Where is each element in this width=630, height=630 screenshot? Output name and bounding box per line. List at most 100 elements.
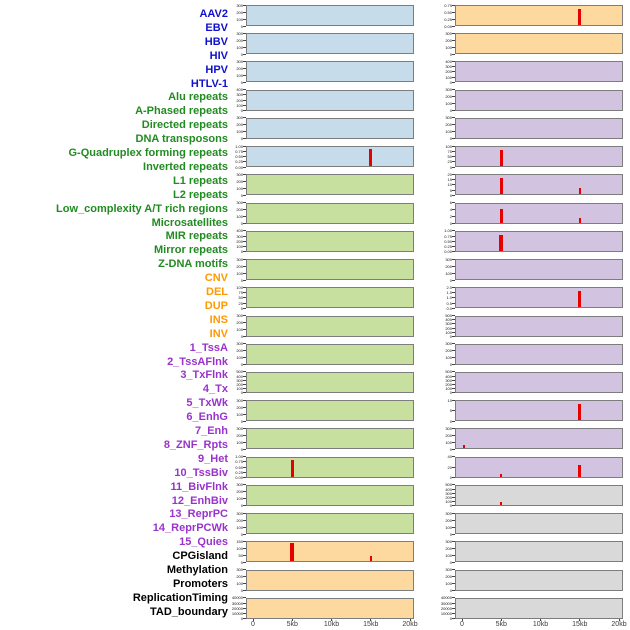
y-axis-tick-mark xyxy=(452,32,455,34)
row-label: Microsatellites xyxy=(151,216,228,229)
y-axis-tick-mark xyxy=(452,223,455,225)
row-label: 1_TssA xyxy=(189,341,228,354)
y-axis-tick-mark xyxy=(452,427,455,429)
y-axis-tick-label: 100 xyxy=(445,74,452,80)
track-panel xyxy=(455,456,623,478)
y-axis-tick-label: 0 xyxy=(240,51,243,57)
x-axis-tick-mark xyxy=(540,619,541,621)
y-axis-tick-label: 200 xyxy=(236,263,243,269)
y-axis-tick-label: 10000 xyxy=(440,611,452,617)
track-panel xyxy=(455,287,623,309)
y-axis-tick-label: 0 xyxy=(449,588,452,594)
y-axis-tick-label: 300 xyxy=(236,200,243,206)
y-axis-tick-mark xyxy=(243,272,246,274)
y-axis-tick-label: 0 xyxy=(449,277,452,283)
y-axis-tick-mark xyxy=(243,466,246,468)
y-axis-tick-mark xyxy=(243,4,246,6)
y-axis-tick-mark xyxy=(452,235,455,237)
y-axis-tick-mark xyxy=(452,540,455,542)
track-panel xyxy=(455,343,623,365)
y-axis-tick-mark xyxy=(452,18,455,20)
y-axis-tick-label: 400 xyxy=(236,373,243,379)
y-axis-tick-mark xyxy=(243,343,246,345)
row-label: Alu repeats xyxy=(168,91,228,104)
track-panel xyxy=(455,89,623,111)
y-axis-tick-mark xyxy=(452,350,455,352)
x-axis-tick-mark xyxy=(291,619,293,621)
y-axis-tick-label: 25 xyxy=(447,159,452,165)
y-axis-tick-label: 500 xyxy=(236,369,243,375)
y-axis-tick-mark xyxy=(452,484,455,486)
y-axis-tick-mark xyxy=(243,235,246,237)
track-panel xyxy=(455,315,623,337)
row-label: 6_EnhG xyxy=(186,411,228,424)
x-axis-tick-mark xyxy=(500,619,502,621)
y-axis-tick-mark xyxy=(243,124,246,126)
y-axis-tick-label: 0 xyxy=(449,79,452,85)
y-axis-tick-mark xyxy=(243,434,246,436)
y-axis-tick-label: 400 xyxy=(236,87,243,93)
track-panel xyxy=(246,174,414,196)
y-axis-tick-mark xyxy=(452,184,455,186)
y-axis-tick-label: 200 xyxy=(236,178,243,184)
y-axis-tick-label: 200 xyxy=(236,432,243,438)
y-axis-tick-mark xyxy=(452,526,455,528)
y-axis-tick-mark xyxy=(452,477,455,479)
y-axis-tick-mark xyxy=(452,569,455,571)
y-axis-tick-mark xyxy=(243,590,246,592)
row-label: AAV2 xyxy=(199,8,228,20)
y-axis-tick-mark xyxy=(243,166,246,168)
y-axis-tick-label: 0 xyxy=(449,475,452,481)
row-label: DNA transposons xyxy=(135,133,229,146)
y-axis-tick-label: 0 xyxy=(240,249,243,255)
y-axis-tick-mark xyxy=(452,81,455,83)
x-axis-tick-label: 10kb xyxy=(323,621,340,628)
y-axis-tick-mark xyxy=(452,230,455,232)
y-axis-tick-mark xyxy=(243,138,246,140)
y-axis-tick-label: 10000 xyxy=(231,611,243,617)
y-axis-tick-label: 0 xyxy=(449,192,452,198)
y-axis-tick-mark xyxy=(243,554,246,556)
y-axis-tick-mark xyxy=(243,607,246,609)
y-axis-tick-label: 0 xyxy=(449,108,452,114)
y-axis-tick-mark xyxy=(452,246,455,248)
y-axis-tick-label: 0 xyxy=(240,23,243,29)
y-axis-tick-mark xyxy=(452,315,455,317)
y-axis-tick-label: 200 xyxy=(445,517,452,523)
y-axis-tick-label: 300 xyxy=(445,538,452,544)
y-axis-tick-label: 100 xyxy=(445,524,452,530)
y-axis-tick-mark xyxy=(452,96,455,98)
y-axis-tick-label: 0 xyxy=(240,559,243,565)
y-axis-tick-mark xyxy=(452,124,455,126)
y-axis-tick-label: 100 xyxy=(236,270,243,276)
row-label: 9_Het xyxy=(198,452,228,465)
y-axis-tick-mark xyxy=(452,4,455,6)
signal-spike xyxy=(578,404,582,421)
y-axis-tick-label: 0 xyxy=(240,192,243,198)
y-axis-tick-label: 0 xyxy=(449,51,452,57)
y-axis-tick-mark xyxy=(452,364,455,366)
track-panel xyxy=(246,287,414,309)
y-axis-tick-label: 5 xyxy=(449,408,452,414)
y-axis-tick-label: 75 xyxy=(238,290,243,296)
y-axis-tick-mark xyxy=(452,138,455,140)
track-panel xyxy=(246,541,414,563)
y-axis-tick-mark xyxy=(243,156,246,158)
y-axis-tick-label: 500 xyxy=(445,313,452,319)
y-axis-tick-mark xyxy=(243,526,246,528)
x-axis-tick-mark xyxy=(579,619,581,621)
y-axis-tick-label: 40 xyxy=(447,454,452,460)
y-axis-tick-label: 300 xyxy=(445,64,452,70)
y-axis-tick-label: 1.5 xyxy=(446,290,452,296)
y-axis-tick-label: 200 xyxy=(445,94,452,100)
y-axis-tick-mark xyxy=(243,388,246,390)
y-axis-tick-label: 0 xyxy=(240,418,243,424)
y-axis-tick-mark xyxy=(452,202,455,204)
y-axis-tick-mark xyxy=(243,131,246,133)
y-axis-tick-mark xyxy=(452,258,455,260)
y-axis-tick-label: 0 xyxy=(240,221,243,227)
y-axis-tick-label: 0.00 xyxy=(235,475,243,481)
x-axis-tick-mark xyxy=(409,619,411,621)
y-axis-tick-mark xyxy=(243,547,246,549)
y-axis-tick-label: 40000 xyxy=(440,595,452,601)
